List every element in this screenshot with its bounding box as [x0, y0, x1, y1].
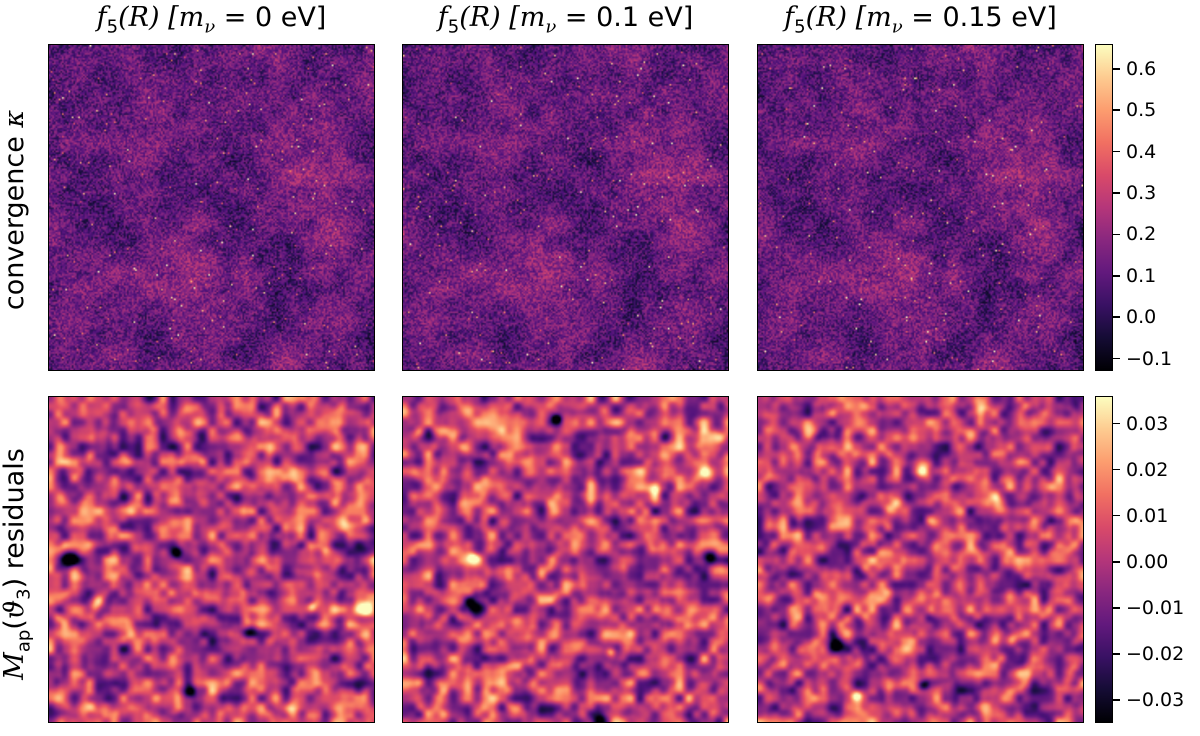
colorbar-convergence-tick-label: 0.2 — [1126, 223, 1157, 246]
colorbar-convergence-tick-label: 0.3 — [1126, 182, 1157, 204]
colorbar-convergence-tick-mark — [1113, 233, 1120, 236]
colorbar-residuals-tick-label: 0.02 — [1126, 458, 1169, 481]
heatmap-convergence-mnu-0.15 — [757, 44, 1084, 371]
colorbar-residuals-tick-label: 0.03 — [1126, 412, 1169, 435]
heatmap-canvas — [758, 397, 1083, 722]
colorbar-convergence-tick-mark — [1113, 275, 1120, 277]
colorbar-convergence-tick-label: 0.6 — [1126, 57, 1157, 80]
colorbar-residuals-tick-mark — [1113, 607, 1120, 609]
heatmap-residuals-mnu-0.15 — [757, 396, 1084, 723]
column-title-3: f5(R) [mν = 0.15 eV] — [784, 2, 1057, 38]
colorbar-residuals-tick-label: −0.01 — [1126, 596, 1185, 619]
row-label-map-residuals: Map(ϑ3) residuals — [0, 448, 35, 680]
colorbar-residuals-tick-mark — [1113, 699, 1120, 701]
colorbar-residuals-tick-mark — [1113, 422, 1120, 425]
heatmap-canvas — [403, 397, 728, 722]
colorbar-convergence-tick-label: −0.1 — [1126, 347, 1173, 370]
colorbar-residuals-tick-mark — [1113, 468, 1120, 471]
colorbar-convergence-tick-label: 0.0 — [1126, 306, 1157, 329]
heatmap-residuals-mnu-0.1 — [402, 396, 729, 723]
heatmap-convergence-mnu-0.1 — [402, 44, 729, 371]
colorbar-convergence-tick-mark — [1113, 150, 1120, 153]
colorbar-residuals-tick-mark — [1113, 514, 1120, 517]
colorbar-convergence-tick-label: 0.4 — [1126, 140, 1157, 163]
heatmap-convergence-mnu-0 — [48, 44, 375, 371]
colorbar-convergence-tick-mark — [1113, 357, 1120, 360]
colorbar-residuals — [1095, 396, 1113, 723]
heatmap-residuals-mnu-0 — [48, 396, 375, 723]
column-title-2: f5(R) [mν = 0.1 eV] — [437, 2, 694, 38]
colorbar-residuals-tick-mark — [1113, 561, 1120, 563]
row-label-convergence: convergence κ — [0, 109, 30, 311]
colorbar-residuals-tick-label: −0.03 — [1126, 688, 1185, 711]
colorbar-residuals-tick-mark — [1113, 653, 1120, 655]
colorbar-convergence-tick-mark — [1113, 68, 1120, 70]
column-title-1: f5(R) [mν = 0 eV] — [96, 2, 327, 38]
colorbar-residuals-tick-label: 0.00 — [1126, 550, 1169, 573]
colorbar-convergence-tick-label: 0.1 — [1126, 264, 1157, 287]
heatmap-canvas — [49, 397, 374, 722]
heatmap-canvas — [403, 45, 728, 370]
heatmap-canvas — [49, 45, 374, 370]
colorbar-residuals-tick-label: 0.01 — [1126, 504, 1169, 527]
colorbar-convergence-tick-label: 0.5 — [1126, 99, 1157, 122]
colorbar-convergence-tick-mark — [1113, 109, 1120, 111]
colorbar-convergence-tick-mark — [1113, 192, 1120, 194]
colorbar-residuals-tick-label: −0.02 — [1126, 642, 1185, 665]
colorbar-convergence — [1095, 44, 1113, 371]
colorbar-convergence-tick-mark — [1113, 316, 1120, 318]
heatmap-canvas — [758, 45, 1083, 370]
